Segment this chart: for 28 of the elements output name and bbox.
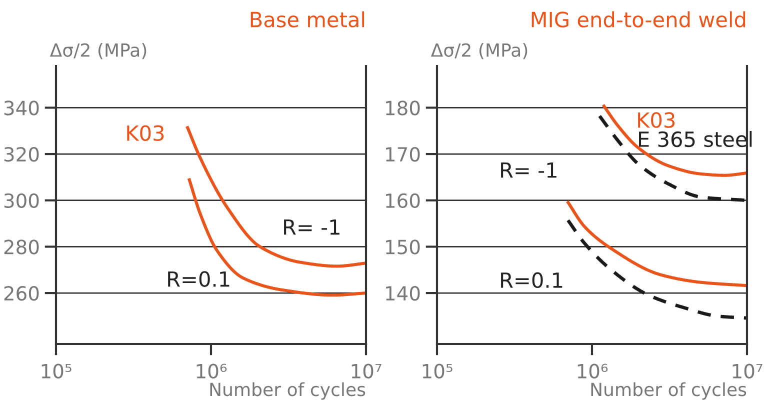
chart-title: MIG end-to-end weld [532,11,746,28]
series-label: R= -1 [284,219,340,235]
y-tick-label: 280 [4,240,39,254]
y-tick-label: 170 [386,146,420,162]
x-tick-label: 10⁶ [578,364,608,378]
series-label: R=0.1 [168,271,230,287]
y-tick-label: 150 [386,240,420,254]
x-tick-label: 10⁵ [42,364,72,378]
y-tick-label: 140 [386,286,420,301]
x-axis-title: Number of cycles [210,382,366,400]
y-tick-label: 180 [386,100,420,116]
y-tick-label: 300 [4,193,39,208]
y-axis-title: Δσ/2 (MPa) [50,42,146,60]
x-tick-label: 10⁷ [732,364,762,378]
y-tick-label: 320 [4,146,39,162]
text: R=0.1 [501,272,562,288]
chart-title: Base metal [250,11,364,28]
x-tick-label: 10⁷ [352,364,382,378]
y-tick-label: 260 [4,286,39,301]
x-tick-label: 10⁶ [196,364,227,378]
annotation: K03 [127,125,164,141]
y-tick-label: 160 [386,193,420,208]
x-tick-label: 10⁵ [422,364,452,378]
y-axis-title: Δσ/2 (MPa) [430,42,528,60]
x-axis-title: Number of cycles [591,382,746,400]
annotation: K03 [638,112,675,128]
y-tick-label: 340 [4,100,39,116]
annotation: R= -1 [501,162,556,178]
